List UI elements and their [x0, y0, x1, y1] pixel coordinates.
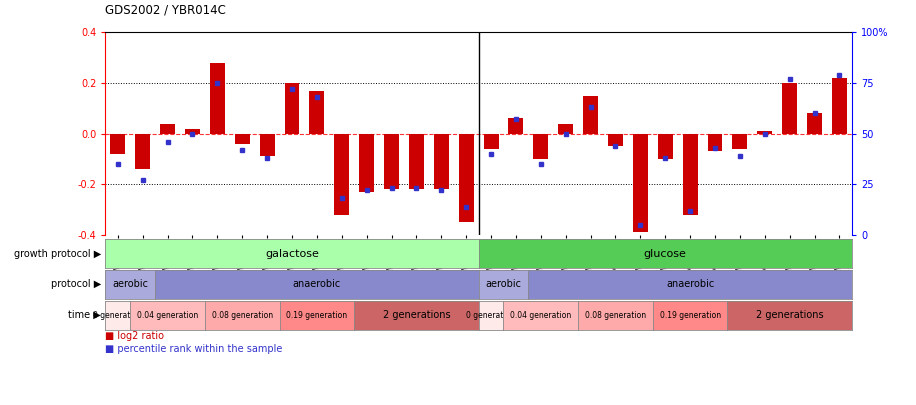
Bar: [160, 124, 175, 134]
Text: 0.08 generation: 0.08 generation: [585, 311, 646, 320]
Bar: [807, 113, 822, 134]
Text: 0 generation: 0 generation: [466, 311, 516, 320]
Bar: [658, 134, 672, 159]
Bar: [185, 129, 200, 134]
Bar: [733, 134, 747, 149]
Text: anaerobic: anaerobic: [293, 279, 341, 289]
Bar: [508, 119, 523, 134]
Bar: [234, 134, 250, 144]
Text: anaerobic: anaerobic: [666, 279, 714, 289]
Bar: [707, 134, 723, 151]
Bar: [210, 63, 224, 134]
Text: aerobic: aerobic: [485, 279, 521, 289]
Bar: [682, 134, 698, 215]
Text: 2 generations: 2 generations: [756, 310, 823, 320]
Bar: [484, 134, 498, 149]
Text: protocol ▶: protocol ▶: [50, 279, 101, 289]
Text: 0 generation: 0 generation: [93, 311, 142, 320]
Bar: [633, 134, 648, 232]
Text: 0.04 generation: 0.04 generation: [510, 311, 572, 320]
Text: 0.19 generation: 0.19 generation: [287, 311, 347, 320]
Bar: [259, 134, 275, 156]
Bar: [434, 134, 449, 190]
Bar: [409, 134, 424, 190]
Bar: [782, 83, 797, 134]
Text: glucose: glucose: [644, 249, 687, 258]
Text: galactose: galactose: [265, 249, 319, 258]
Bar: [583, 96, 598, 134]
Bar: [608, 134, 623, 146]
Text: 0.08 generation: 0.08 generation: [212, 311, 273, 320]
Bar: [758, 131, 772, 134]
Text: 2 generations: 2 generations: [383, 310, 450, 320]
Bar: [334, 134, 349, 215]
Bar: [459, 134, 474, 222]
Bar: [285, 83, 300, 134]
Text: aerobic: aerobic: [113, 279, 148, 289]
Text: 0.04 generation: 0.04 generation: [136, 311, 198, 320]
Bar: [832, 78, 847, 134]
Text: ■ log2 ratio: ■ log2 ratio: [105, 331, 164, 341]
Bar: [136, 134, 150, 169]
Text: ■ percentile rank within the sample: ■ percentile rank within the sample: [105, 344, 283, 354]
Bar: [384, 134, 399, 190]
Bar: [359, 134, 374, 192]
Bar: [310, 91, 324, 134]
Bar: [533, 134, 549, 159]
Text: GDS2002 / YBR014C: GDS2002 / YBR014C: [105, 3, 226, 16]
Text: time ▶: time ▶: [68, 310, 101, 320]
Text: 0.19 generation: 0.19 generation: [660, 311, 721, 320]
Bar: [558, 124, 573, 134]
Text: growth protocol ▶: growth protocol ▶: [14, 249, 101, 258]
Bar: [110, 134, 125, 154]
